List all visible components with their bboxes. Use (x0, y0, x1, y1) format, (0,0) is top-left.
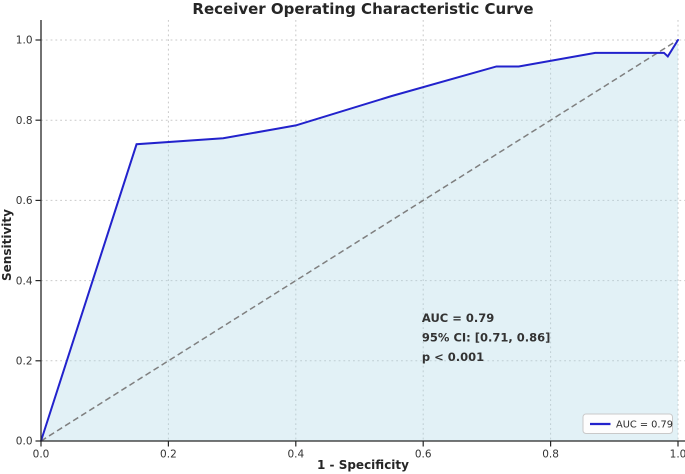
y-tick-label: 1.0 (16, 35, 33, 47)
y-tick-label: 0.2 (16, 356, 33, 368)
stat-annotation: 95% CI: [0.71, 0.86] (422, 331, 550, 345)
y-tick-label: 0.6 (16, 195, 33, 207)
stat-annotation: p < 0.001 (422, 350, 484, 364)
x-tick-label: 0.8 (542, 449, 559, 461)
x-tick-label: 0.4 (287, 449, 304, 461)
y-tick-label: 0.4 (16, 275, 33, 287)
legend-box (582, 413, 673, 434)
chart-title: Receiver Operating Characteristic Curve (192, 0, 533, 18)
y-tick-label: 0.0 (16, 436, 33, 448)
stat-annotation: AUC = 0.79 (422, 311, 494, 325)
legend-label: AUC = 0.79 (616, 420, 673, 431)
x-tick-label: 1.0 (670, 449, 685, 461)
y-tick-label: 0.8 (16, 115, 33, 127)
roc-curve-line (40, 39, 679, 442)
chance-diagonal-line (40, 39, 679, 442)
y-axis-label: Sensitivity (0, 209, 14, 281)
x-axis-label: 1 - Specificity (317, 458, 409, 472)
x-tick-label: 0.6 (415, 449, 432, 461)
x-tick-label: 0.0 (33, 449, 50, 461)
x-tick-label: 0.2 (160, 449, 177, 461)
